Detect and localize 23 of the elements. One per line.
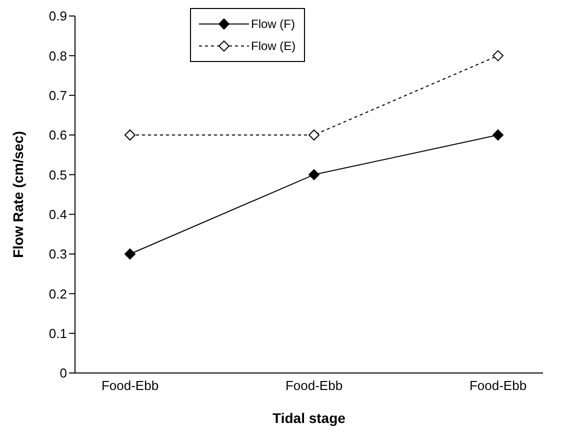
y-tick-label: 0.9 <box>48 8 67 24</box>
y-tick-label: 0.7 <box>48 88 67 103</box>
point <box>124 248 136 260</box>
x-tick-label: Food-Ebb <box>101 378 159 394</box>
y-tick-label: 0.4 <box>48 206 67 222</box>
y-tick-label: 0.6 <box>48 128 67 143</box>
point <box>124 130 136 140</box>
x-tick-label: Food-Ebb <box>469 378 527 394</box>
point <box>492 50 504 62</box>
point <box>308 130 320 140</box>
legend-label: Flow (F) <box>251 17 295 31</box>
y-tick-label: 0 <box>60 366 67 381</box>
y-tick-label: 0.5 <box>48 167 67 182</box>
y-axis-title: Flow Rate (cm/sec) <box>10 131 26 258</box>
y-tick-label: 0.3 <box>48 246 67 262</box>
x-axis-title: Tidal stage <box>272 410 346 426</box>
x-tick-label: Food-Ebb <box>285 378 343 394</box>
point <box>308 169 320 180</box>
point <box>492 130 504 140</box>
y-tick-label: 0.8 <box>48 48 67 64</box>
y-tick-label: 0.2 <box>48 286 67 302</box>
y-tick-label: 0.1 <box>48 326 67 341</box>
legend-label: Flow (E) <box>251 39 296 53</box>
